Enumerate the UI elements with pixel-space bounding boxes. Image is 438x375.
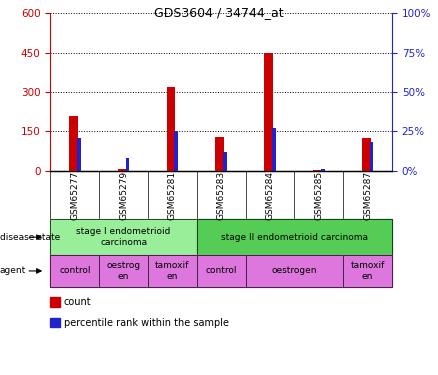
Text: tamoxif
en: tamoxif en [350,261,385,280]
Text: percentile rank within the sample: percentile rank within the sample [64,318,229,327]
Text: agent: agent [0,267,26,276]
Bar [313,170,322,171]
Text: GSM65279: GSM65279 [119,171,128,220]
Text: GSM65287: GSM65287 [363,171,372,220]
Text: count: count [64,297,91,307]
Bar [370,142,374,171]
Text: GSM65284: GSM65284 [265,171,275,219]
Bar [174,131,178,171]
Bar [126,158,130,171]
Bar [223,152,227,171]
Text: oestrogen: oestrogen [272,267,317,276]
Text: GSM65283: GSM65283 [217,171,226,220]
Text: oestrog
en: oestrog en [106,261,141,280]
Text: GSM65285: GSM65285 [314,171,323,220]
Text: GDS3604 / 34744_at: GDS3604 / 34744_at [154,6,284,19]
Text: stage I endometrioid
carcinoma: stage I endometrioid carcinoma [76,228,171,247]
Text: GSM65281: GSM65281 [168,171,177,220]
Text: control: control [205,267,237,276]
Bar [264,53,273,171]
Bar [118,170,127,171]
Bar [362,138,371,171]
Bar [272,128,276,171]
Text: GSM65277: GSM65277 [70,171,79,220]
Bar [215,136,224,171]
Bar [77,138,81,171]
Text: disease state: disease state [0,232,60,242]
Bar [321,169,325,171]
Text: tamoxif
en: tamoxif en [155,261,190,280]
Text: control: control [59,267,91,276]
Bar [69,116,78,171]
Text: stage II endometrioid carcinoma: stage II endometrioid carcinoma [221,232,368,242]
Bar [166,87,175,171]
